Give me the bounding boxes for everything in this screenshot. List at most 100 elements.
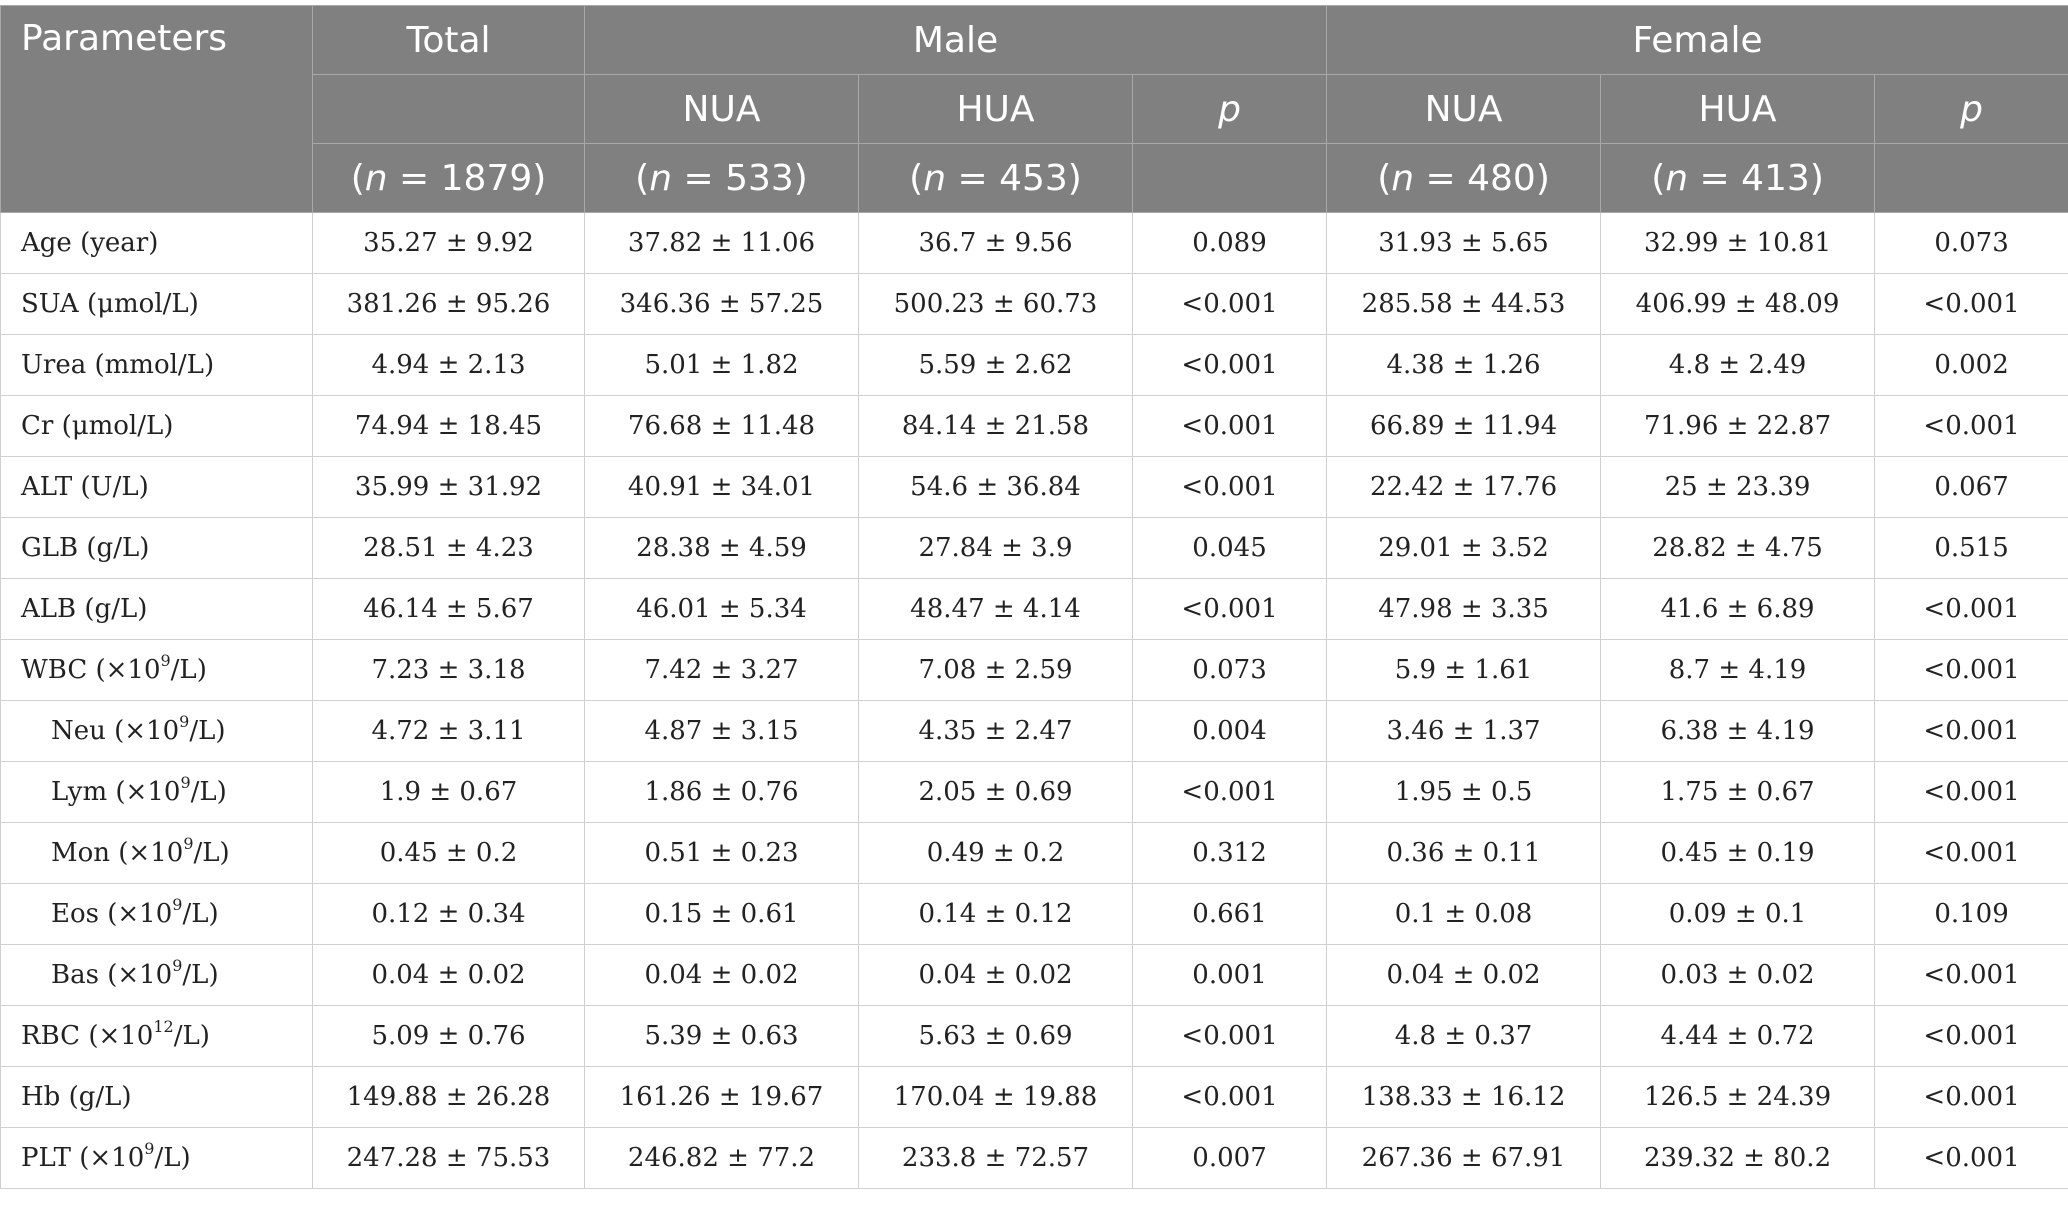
cell-total: 1.9 ± 0.67 (312, 761, 585, 823)
cell-m-p: <0.001 (1131, 334, 1328, 396)
cell-m-nua: 1.86 ± 0.76 (584, 761, 859, 823)
parameter-label: ALT (U/L) (0, 456, 313, 518)
parameter-label: SUA (μmol/L) (0, 273, 313, 335)
female-nua-n-header: (n = 480) (1326, 143, 1602, 213)
cell-f-p: 0.002 (1874, 334, 2068, 396)
cell-m-p: 0.004 (1131, 700, 1328, 762)
total-n-header: (n = 1879) (312, 143, 585, 213)
female-hua-n-header: (n = 413) (1600, 143, 1876, 213)
cell-m-hua: 233.8 ± 72.57 (858, 1127, 1133, 1189)
table-row: RBC (×1012/L) 5.09 ± 0.76 5.39 ± 0.63 5.63 … (0, 1005, 2068, 1067)
cell-total: 28.51 ± 4.23 (312, 517, 585, 579)
parameter-label: ALB (g/L) (0, 578, 313, 640)
header-row-1: Parameters Total Male Female (0, 5, 2068, 213)
cell-f-p: 0.109 (1874, 883, 2068, 945)
cell-m-hua: 5.59 ± 2.62 (858, 334, 1133, 396)
table-row: ALB (g/L) 46.14 ± 5.67 46.01 ± 5.34 48.47 ±… (0, 578, 2068, 640)
table-row: Neu (×109/L) 4.72 ± 3.11 4.87 ± 3.15 4.35 ±… (0, 700, 2068, 762)
cell-f-hua: 0.45 ± 0.19 (1600, 822, 1876, 884)
cell-f-nua: 0.36 ± 0.11 (1326, 822, 1602, 884)
parameters-table: Parameters Total Male Female NUA HUA p N… (0, 5, 2068, 1189)
cell-m-nua: 246.82 ± 77.2 (584, 1127, 859, 1189)
cell-m-nua: 7.42 ± 3.27 (584, 639, 859, 701)
cell-m-hua: 500.23 ± 60.73 (858, 273, 1133, 335)
cell-f-p: <0.001 (1874, 1066, 2068, 1128)
table-row: Cr (μmol/L) 74.94 ± 18.45 76.68 ± 11.48 84.… (0, 395, 2068, 457)
table-row: Age (year) 35.27 ± 9.92 37.82 ± 11.06 36.7 … (0, 212, 2068, 274)
cell-m-nua: 37.82 ± 11.06 (584, 212, 859, 274)
male-hua-n-header: (n = 453) (858, 143, 1133, 213)
cell-f-p: <0.001 (1874, 639, 2068, 701)
parameters-header: Parameters (0, 5, 313, 213)
cell-f-nua: 138.33 ± 16.12 (1326, 1066, 1602, 1128)
cell-m-p: 0.661 (1131, 883, 1328, 945)
cell-m-p: 0.007 (1131, 1127, 1328, 1189)
parameter-label: Hb (g/L) (0, 1066, 313, 1128)
cell-total: 0.04 ± 0.02 (312, 944, 585, 1006)
cell-f-nua: 267.36 ± 67.91 (1326, 1127, 1602, 1189)
cell-f-p: <0.001 (1874, 273, 2068, 335)
cell-f-nua: 0.1 ± 0.08 (1326, 883, 1602, 945)
cell-f-nua: 22.42 ± 17.76 (1326, 456, 1602, 518)
cell-f-p: 0.515 (1874, 517, 2068, 579)
cell-f-p: <0.001 (1874, 1127, 2068, 1189)
cell-f-hua: 406.99 ± 48.09 (1600, 273, 1876, 335)
parameter-label: Bas (×109/L) (0, 944, 313, 1006)
male-p-header: p (1131, 74, 1328, 144)
parameter-label: PLT (×109/L) (0, 1127, 313, 1189)
table-row: GLB (g/L) 28.51 ± 4.23 28.38 ± 4.59 27.84 ±… (0, 517, 2068, 579)
cell-m-nua: 4.87 ± 3.15 (584, 700, 859, 762)
cell-f-p: <0.001 (1874, 1005, 2068, 1067)
cell-f-hua: 126.5 ± 24.39 (1600, 1066, 1876, 1128)
cell-f-p: 0.073 (1874, 212, 2068, 274)
table-row: Urea (mmol/L) 4.94 ± 2.13 5.01 ± 1.82 5.59 … (0, 334, 2068, 396)
table-row: Bas (×109/L) 0.04 ± 0.02 0.04 ± 0.02 0.04 ±… (0, 944, 2068, 1006)
header-row-2: NUA HUA p NUA HUA p (1, 74, 2068, 144)
cell-m-hua: 48.47 ± 4.14 (858, 578, 1133, 640)
male-p-n-header-empty (1131, 143, 1328, 213)
cell-m-p: 0.001 (1131, 944, 1328, 1006)
cell-total: 4.72 ± 3.11 (312, 700, 585, 762)
parameter-label: Lym (×109/L) (0, 761, 313, 823)
cell-m-hua: 27.84 ± 3.9 (858, 517, 1133, 579)
cell-f-hua: 1.75 ± 0.67 (1600, 761, 1876, 823)
cell-f-nua: 0.04 ± 0.02 (1326, 944, 1602, 1006)
cell-m-p: <0.001 (1131, 761, 1328, 823)
cell-f-nua: 31.93 ± 5.65 (1326, 212, 1602, 274)
cell-total: 74.94 ± 18.45 (312, 395, 585, 457)
total-subheader-empty (312, 74, 585, 144)
cell-f-p: 0.067 (1874, 456, 2068, 518)
cell-m-nua: 46.01 ± 5.34 (584, 578, 859, 640)
parameter-label: RBC (×1012/L) (0, 1005, 313, 1067)
parameter-label: Age (year) (0, 212, 313, 274)
parameter-label: Mon (×109/L) (0, 822, 313, 884)
cell-m-hua: 4.35 ± 2.47 (858, 700, 1133, 762)
cell-m-hua: 84.14 ± 21.58 (858, 395, 1133, 457)
male-hua-header: HUA (858, 74, 1133, 144)
table-row: WBC (×109/L) 7.23 ± 3.18 7.42 ± 3.27 7.08 ±… (0, 639, 2068, 701)
female-nua-header: NUA (1326, 74, 1602, 144)
cell-f-p: <0.001 (1874, 700, 2068, 762)
cell-m-p: <0.001 (1131, 456, 1328, 518)
cell-f-hua: 0.09 ± 0.1 (1600, 883, 1876, 945)
header-row-3: (n = 1879) (n = 533) (n = 453) (n = 480)… (1, 143, 2068, 213)
cell-m-hua: 54.6 ± 36.84 (858, 456, 1133, 518)
female-header: Female (1326, 5, 2068, 75)
table-row: ALT (U/L) 35.99 ± 31.92 40.91 ± 34.01 54.6 … (0, 456, 2068, 518)
male-nua-n-header: (n = 533) (584, 143, 859, 213)
male-nua-header: NUA (584, 74, 859, 144)
cell-total: 0.12 ± 0.34 (312, 883, 585, 945)
cell-f-nua: 5.9 ± 1.61 (1326, 639, 1602, 701)
male-header: Male (583, 5, 1328, 75)
cell-m-hua: 36.7 ± 9.56 (858, 212, 1133, 274)
cell-f-nua: 4.8 ± 0.37 (1326, 1005, 1602, 1067)
cell-f-hua: 32.99 ± 10.81 (1600, 212, 1876, 274)
cell-m-nua: 40.91 ± 34.01 (584, 456, 859, 518)
cell-total: 247.28 ± 75.53 (312, 1127, 585, 1189)
cell-m-nua: 0.04 ± 0.02 (584, 944, 859, 1006)
cell-f-p: <0.001 (1874, 944, 2068, 1006)
cell-m-p: 0.089 (1131, 212, 1328, 274)
cell-f-nua: 285.58 ± 44.53 (1326, 273, 1602, 335)
total-header: Total (312, 5, 585, 75)
cell-m-p: <0.001 (1131, 578, 1328, 640)
